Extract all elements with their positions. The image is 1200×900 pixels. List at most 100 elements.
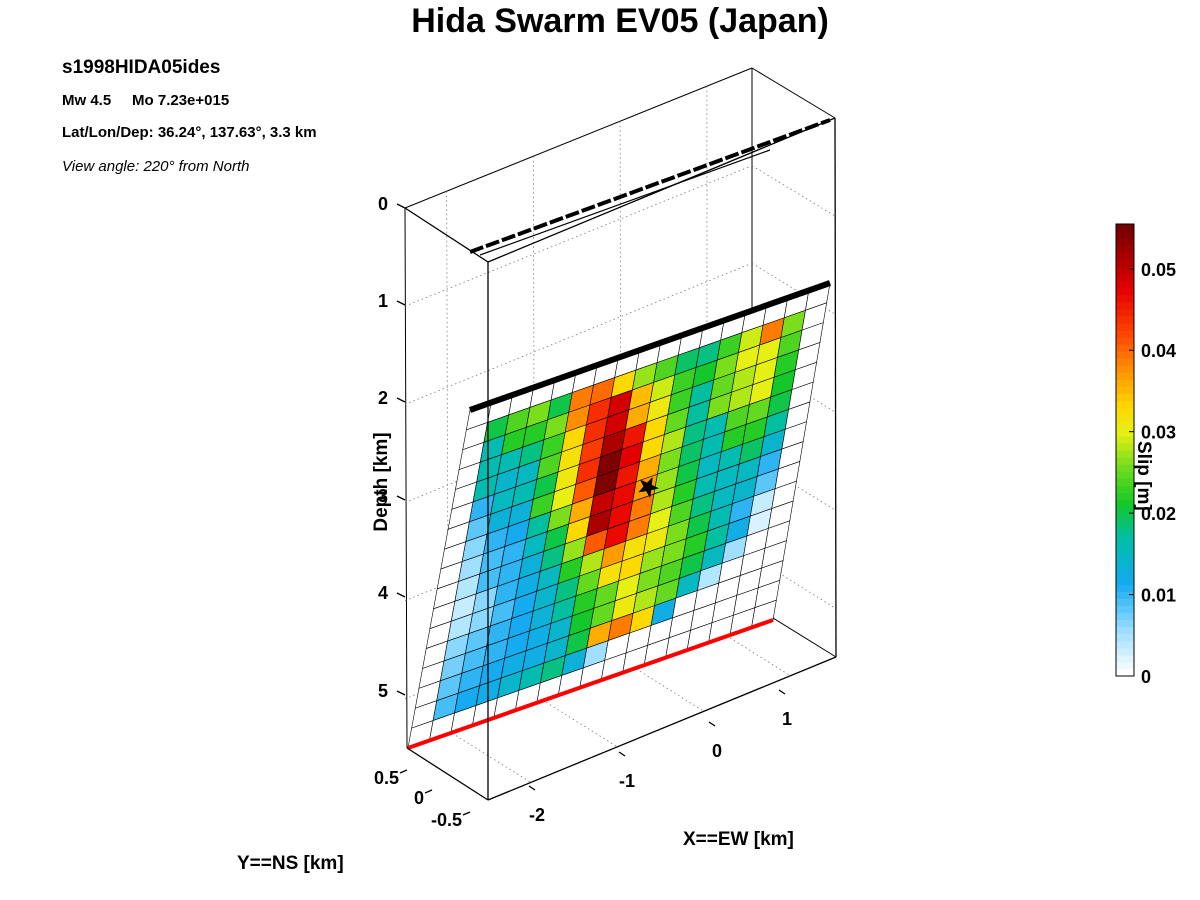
- colorbar-segment: [1116, 400, 1134, 409]
- colorbar-tick-label: 0.05: [1141, 260, 1176, 280]
- colorbar-segment: [1116, 266, 1134, 275]
- colorbar-segment: [1116, 280, 1134, 289]
- tick-label-ew: -2: [529, 805, 545, 825]
- colorbar-segment: [1116, 450, 1134, 458]
- tick-label-ns: 0.5: [374, 768, 399, 788]
- colorbar-frame: [1115, 223, 1135, 677]
- box-edge-front: [487, 117, 836, 263]
- tick-label-ew: -1: [619, 771, 635, 791]
- colorbar-tick-label: 0.02: [1141, 504, 1176, 524]
- tick-ew: [528, 785, 536, 791]
- colorbar-segment: [1116, 273, 1134, 282]
- colorbar-segment: [1116, 287, 1134, 296]
- colorbar-segment: [1116, 591, 1134, 599]
- colorbar-segment: [1116, 548, 1134, 557]
- box-edge-front: [487, 656, 837, 801]
- colorbar-segment: [1116, 555, 1134, 564]
- box-front-edges: [404, 117, 837, 801]
- colorbar-segment: [1116, 379, 1134, 388]
- tick-label-ew: 0: [712, 741, 722, 761]
- mo-value: Mo 7.23e+015: [132, 92, 230, 109]
- box-edge-front: [406, 747, 489, 801]
- tick-depth: [396, 495, 406, 501]
- gridline-ew: [448, 730, 532, 784]
- magnitude-info: Mw 4.5 Mo 7.23e+015: [62, 92, 229, 109]
- colorbar-segment: [1116, 612, 1134, 621]
- colorbar-segment: [1116, 428, 1134, 437]
- tick-ew: [778, 689, 786, 695]
- colorbar-segment: [1116, 301, 1134, 310]
- colorbar-segment: [1116, 245, 1134, 253]
- event-id: s1998HIDA05ides: [62, 57, 221, 78]
- tick-ew: [618, 751, 626, 757]
- fault-edges: [407, 118, 831, 750]
- colorbar-segment: [1116, 577, 1134, 585]
- colorbar-segment: [1116, 485, 1134, 493]
- tick-label-ns: -0.5: [431, 810, 462, 830]
- box-edge: [404, 67, 753, 209]
- tick-label-depth: 5: [378, 681, 388, 701]
- colorbar-segment: [1116, 231, 1134, 239]
- colorbar-segment: [1116, 640, 1134, 649]
- colorbar-segment: [1116, 619, 1134, 628]
- colorbar-segment: [1116, 626, 1134, 635]
- tick-label-depth: 1: [378, 291, 388, 311]
- colorbar-segment: [1116, 329, 1134, 338]
- box-edge-front: [834, 117, 837, 658]
- colorbar-tick-label: 0.03: [1141, 423, 1176, 443]
- x-axis-label: X==EW [km]: [683, 829, 794, 850]
- colorbar-segment: [1116, 337, 1134, 345]
- colorbar-segment: [1116, 259, 1134, 267]
- colorbar-segment: [1116, 584, 1134, 592]
- colorbar-segment: [1116, 563, 1134, 571]
- box-edge: [404, 207, 408, 749]
- colorbar-segment: [1116, 464, 1134, 472]
- tick-ns: [462, 811, 471, 816]
- colorbar-segment: [1116, 372, 1134, 380]
- colorbar-segment: [1116, 457, 1134, 465]
- box-edge: [751, 67, 836, 119]
- colorbar-segment: [1116, 520, 1134, 529]
- colorbar-segment: [1116, 605, 1134, 614]
- gridline-ew: [706, 623, 791, 676]
- gridline-depth: [751, 360, 836, 413]
- colorbar-segment: [1116, 499, 1134, 508]
- view-angle-info: View angle: 220° from North: [62, 158, 250, 175]
- fault-bottom-edge: [407, 618, 774, 750]
- colorbar-segment: [1116, 294, 1134, 303]
- tick-label-ew: 1: [782, 709, 792, 729]
- location-info: Lat/Lon/Dep: 36.24°, 137.63°, 3.3 km: [62, 124, 317, 141]
- gridline-depth: [751, 555, 836, 609]
- colorbar-segment: [1116, 570, 1134, 578]
- tick-depth: [396, 592, 406, 598]
- colorbar-segment: [1116, 308, 1134, 317]
- colorbar-segment: [1116, 668, 1134, 677]
- tick-ns: [399, 769, 408, 774]
- colorbar-segment: [1116, 471, 1134, 479]
- tick-depth: [396, 397, 406, 403]
- box-edge-front: [404, 207, 489, 263]
- colorbar-segment: [1116, 351, 1134, 359]
- colorbar-segment: [1116, 322, 1134, 331]
- colorbar-segment: [1116, 492, 1134, 501]
- colorbar-segment: [1116, 534, 1134, 543]
- colorbar-segment: [1116, 365, 1134, 373]
- axis-ticks: 0 1 2 3 4 5 -2 -1 0 1 0.5 0 -0.5: [374, 194, 792, 830]
- slip-cells: [407, 282, 831, 749]
- fault-top-edge: [469, 280, 831, 413]
- colorbar-segment: [1116, 541, 1134, 550]
- y-axis-label: Y==NS [km]: [237, 853, 344, 874]
- tick-depth: [396, 300, 406, 306]
- tick-depth: [396, 203, 406, 209]
- surface-trace-thin: [479, 149, 771, 256]
- colorbar-segment: [1116, 513, 1134, 522]
- tick-depth: [396, 690, 406, 696]
- gridline-depth: [404, 165, 753, 307]
- tick-ew: [708, 721, 716, 727]
- colorbar-tick-label: 0.01: [1141, 586, 1176, 606]
- tick-label-depth: 2: [378, 388, 388, 408]
- colorbar-tick-label: 0.04: [1141, 341, 1176, 361]
- colorbar-label: Slip [m]: [1133, 441, 1154, 511]
- colorbar-segment: [1116, 386, 1134, 395]
- gridline-ew: [534, 694, 618, 748]
